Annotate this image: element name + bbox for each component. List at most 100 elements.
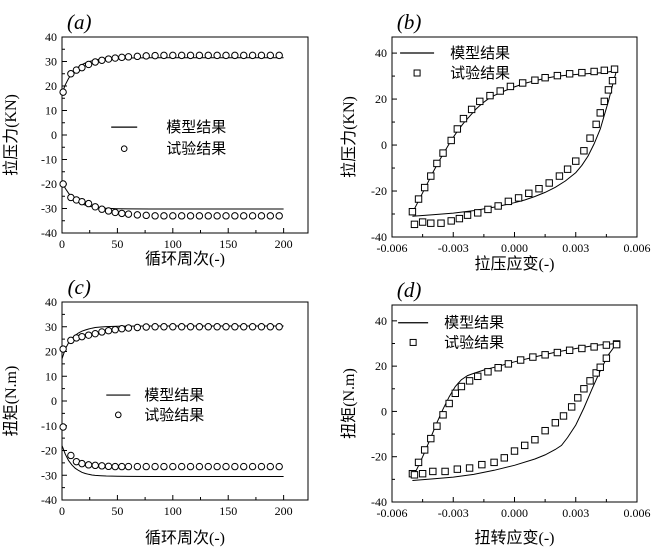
circle-marker xyxy=(240,51,248,60)
y-tick-label: -40 xyxy=(41,493,57,507)
model-line-unloading xyxy=(412,343,618,481)
experiment-markers-unloading xyxy=(410,340,621,479)
circle-marker xyxy=(275,51,283,60)
circle-marker xyxy=(248,462,257,471)
legend-label: 试验结果 xyxy=(144,407,204,424)
subplot-c: (c) 0 50 100 150 200 -40 -30 -20 -10 0 10 20 30 40 循环周次… xyxy=(0,280,330,559)
circle-marker xyxy=(84,461,93,469)
square-marker xyxy=(531,436,539,444)
y-axis-label: 拉压力(KN) xyxy=(2,94,20,176)
x-tick-label: -0.003 xyxy=(438,241,469,255)
circle-marker xyxy=(213,51,221,60)
circle-marker xyxy=(222,323,230,331)
square-marker xyxy=(504,197,513,206)
legend-label: 模型结果 xyxy=(166,119,226,136)
circle-marker xyxy=(248,323,257,331)
square-marker xyxy=(600,66,609,75)
circle-marker xyxy=(91,329,99,338)
circle-marker xyxy=(133,462,142,471)
circle-marker xyxy=(240,462,248,471)
model-line-lower xyxy=(61,445,284,477)
legend-label: 模型结果 xyxy=(144,387,204,404)
model-line-loading xyxy=(411,69,617,214)
circle-marker xyxy=(240,212,248,220)
square-marker xyxy=(553,71,562,80)
legend-circle-marker xyxy=(120,145,128,153)
y-tick-label: 0 xyxy=(381,404,387,418)
model-line-unloading xyxy=(412,70,618,217)
square-marker xyxy=(592,369,600,377)
chart-b-canvas: (b) -0.006 -0.003 0.000 0.003 0.006 -40 -20 0 20 4… xyxy=(340,10,651,273)
y-tick-label: 40 xyxy=(375,46,387,60)
square-marker xyxy=(535,185,543,193)
circle-marker xyxy=(213,212,221,220)
circle-marker xyxy=(104,207,113,215)
circle-marker xyxy=(204,51,212,60)
circle-marker xyxy=(98,205,106,213)
circle-marker xyxy=(67,451,75,460)
square-marker xyxy=(551,419,560,427)
square-marker xyxy=(529,353,537,361)
legend-label: 试验结果 xyxy=(166,141,226,158)
square-marker xyxy=(504,360,513,368)
chart-c-canvas: (c) 0 50 100 150 200 -40 -30 -20 -10 0 10 20 30 40 循环周次… xyxy=(2,280,309,547)
y-tick-label: -20 xyxy=(371,450,387,464)
square-marker xyxy=(410,220,419,229)
x-tick-label: -0.006 xyxy=(377,241,408,255)
circle-marker xyxy=(195,212,204,220)
square-marker xyxy=(596,109,604,117)
square-marker xyxy=(580,385,588,393)
square-marker xyxy=(602,354,611,362)
y-tick-label: 20 xyxy=(45,79,57,93)
square-marker xyxy=(531,76,539,84)
square-marker xyxy=(420,446,429,454)
circle-marker xyxy=(133,323,142,332)
square-marker xyxy=(565,70,574,78)
circle-marker xyxy=(59,88,67,96)
circle-marker xyxy=(186,51,195,60)
experiment-markers-loading xyxy=(408,340,621,478)
square-marker xyxy=(600,97,609,106)
square-marker xyxy=(474,372,482,381)
circle-marker xyxy=(151,462,159,471)
circle-marker xyxy=(124,53,133,61)
y-tick-label: 20 xyxy=(45,345,57,359)
circle-marker xyxy=(257,212,266,220)
y-tick-label: -10 xyxy=(41,419,57,433)
square-marker xyxy=(455,214,464,223)
circle-marker xyxy=(195,462,204,471)
x-tick-label: 150 xyxy=(219,504,237,518)
circle-marker xyxy=(222,462,230,471)
model-line-loading xyxy=(411,343,617,479)
x-tick-label: 150 xyxy=(219,237,237,251)
circle-marker xyxy=(142,462,150,471)
circle-marker xyxy=(124,324,133,332)
square-marker xyxy=(457,382,466,391)
square-marker xyxy=(484,205,492,214)
circle-marker xyxy=(204,212,212,220)
y-tick-label: 30 xyxy=(45,55,57,69)
square-marker xyxy=(467,105,476,114)
square-marker xyxy=(433,159,441,168)
legend-square-marker xyxy=(409,338,417,346)
circle-marker xyxy=(118,53,126,62)
experiment-markers-unloading xyxy=(410,76,617,229)
x-axis-label: 循环周次(-) xyxy=(145,529,225,547)
square-marker xyxy=(610,65,619,73)
square-marker xyxy=(420,183,429,192)
y-tick-label: 20 xyxy=(375,92,387,106)
y-tick-label: -40 xyxy=(371,230,387,244)
square-marker xyxy=(476,97,484,106)
square-marker xyxy=(451,389,459,398)
y-tick-label: -30 xyxy=(41,202,57,216)
square-marker xyxy=(500,454,508,462)
y-tick-label: 30 xyxy=(45,320,57,334)
circle-marker xyxy=(222,51,230,60)
y-axis-label: 扭矩(N.m) xyxy=(340,368,358,439)
square-marker xyxy=(447,217,455,225)
circle-marker xyxy=(118,325,126,333)
square-marker xyxy=(494,364,502,372)
square-marker xyxy=(590,67,598,76)
square-marker xyxy=(463,211,472,219)
